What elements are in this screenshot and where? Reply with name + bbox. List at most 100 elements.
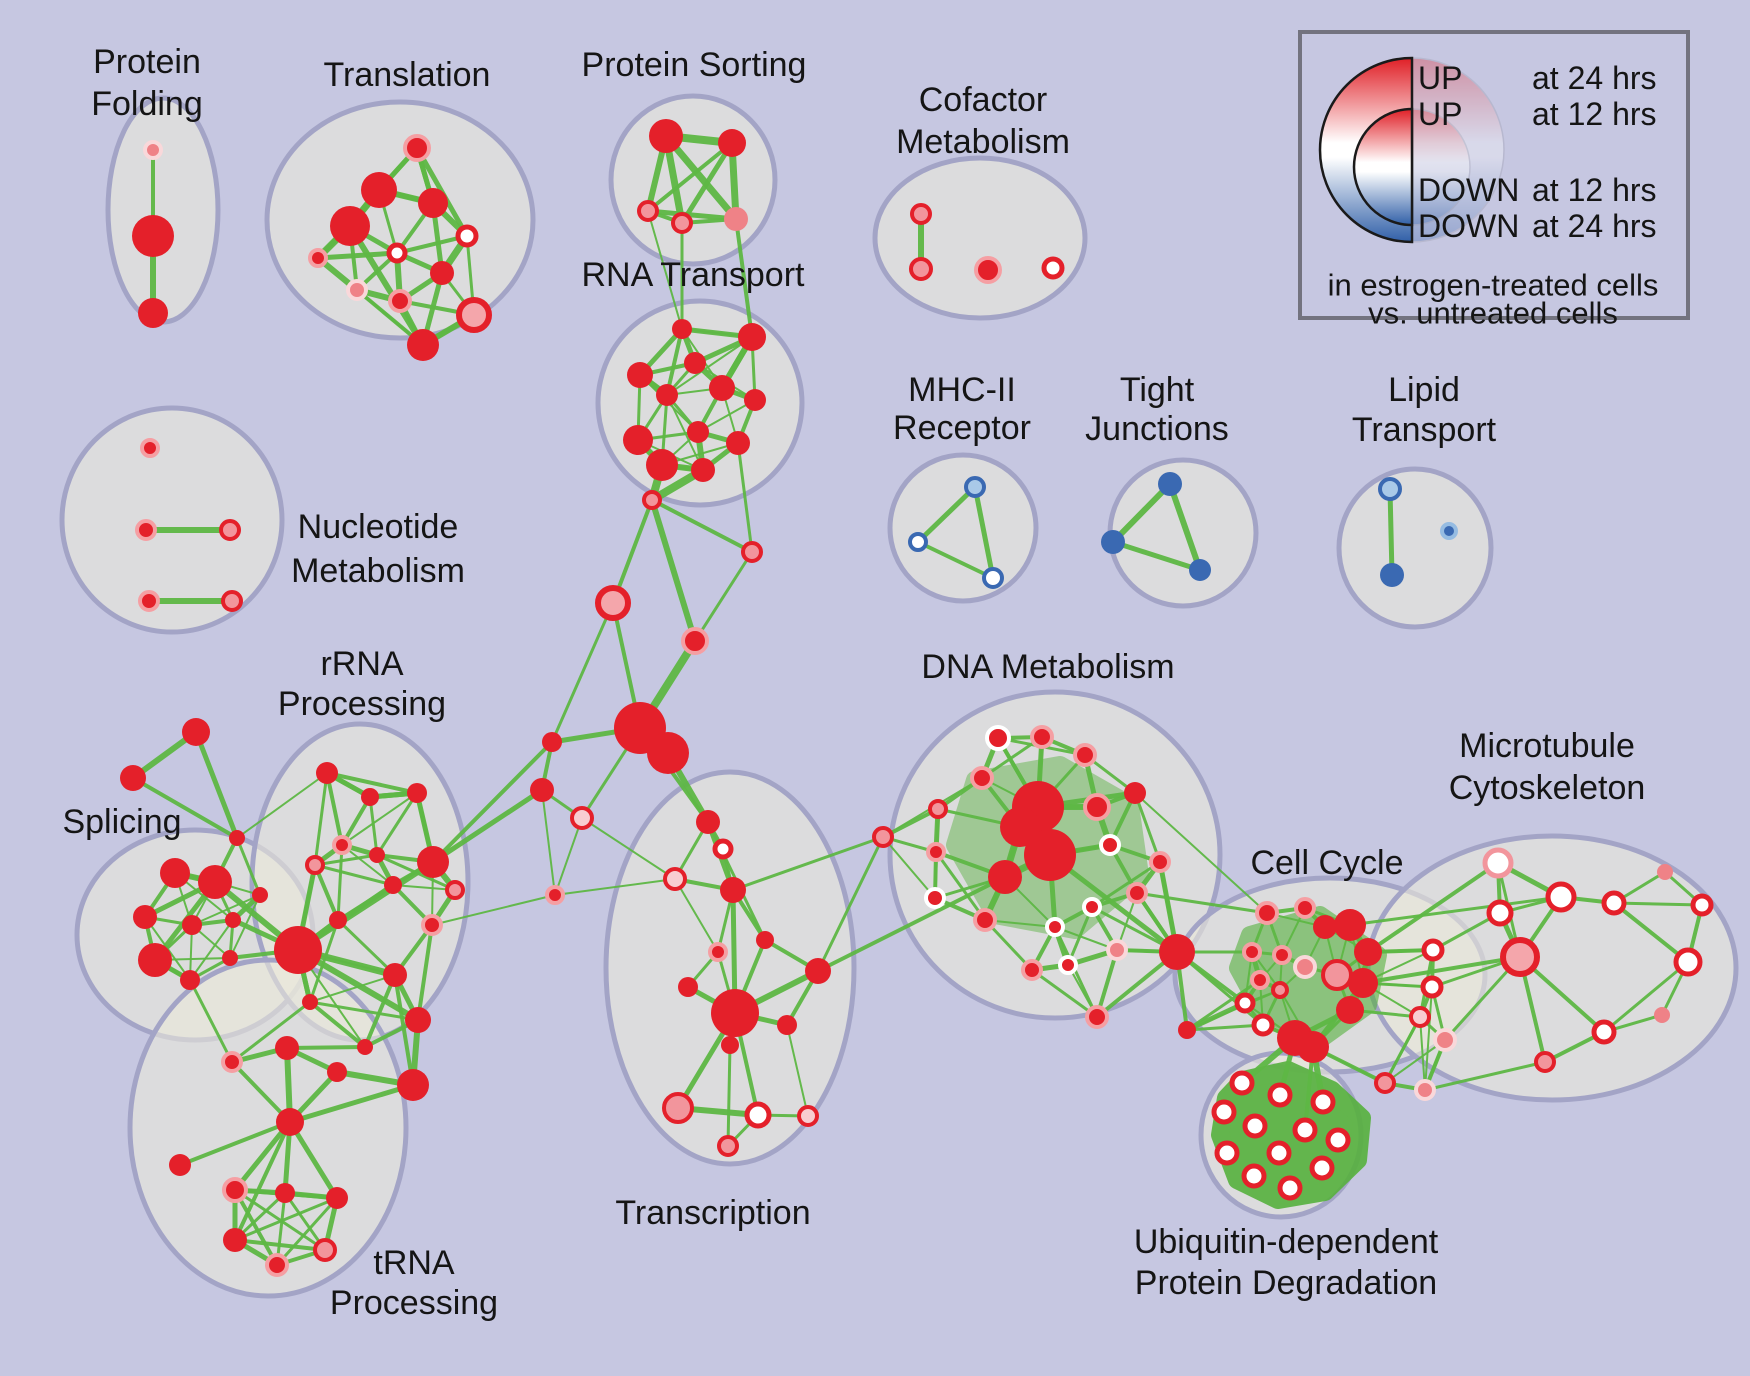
cluster-label-trna-line2: Processing (330, 1284, 498, 1322)
network-edge (313, 771, 329, 867)
node-protein_sorting-1 (718, 129, 746, 157)
node-cofactor-1 (909, 257, 933, 281)
node-dna-5 (926, 842, 946, 862)
node-dna-19 (1106, 939, 1128, 961)
node-mhc-0 (964, 476, 986, 498)
node-ubiquitin-11 (1277, 1175, 1303, 1201)
network-edge (554, 878, 676, 896)
node-cell_cycle-2 (1313, 915, 1337, 939)
network-edge (1383, 1015, 1422, 1085)
network-edge (726, 1043, 732, 1148)
node-dna-4 (928, 799, 948, 819)
network-edge (1133, 791, 1162, 864)
network-edge (232, 1119, 293, 1193)
node-cell_cycle-12 (1271, 981, 1289, 999)
network-edge (392, 884, 456, 891)
node-rna_transport-6 (744, 389, 766, 411)
cluster-label-ubiquitin-line1: Ubiquitin-dependent (1134, 1223, 1439, 1261)
node-dna-21 (1058, 955, 1078, 975)
node-rrna-15 (445, 880, 465, 900)
node-cell_cycle-11 (1250, 970, 1270, 990)
legend-time-3: at 24 hrs (1532, 208, 1657, 244)
node-translation-9 (456, 297, 492, 333)
network-edge (1612, 901, 1704, 907)
network-edge (315, 250, 400, 261)
cluster-label-cell_cycle: Cell Cycle (1250, 844, 1403, 882)
network-edge (693, 550, 754, 643)
node-dna-13 (1149, 851, 1171, 873)
node-translation-3 (418, 188, 448, 218)
node-trna-8 (326, 1187, 348, 1209)
node-microtubule-8 (1654, 1007, 1670, 1023)
node-protein_sorting-4 (724, 207, 748, 231)
network-edge (1185, 978, 1262, 1032)
node-rna_transport-5 (709, 375, 735, 401)
node-rna_transport-4 (656, 384, 678, 406)
node-backbone-9 (545, 885, 565, 905)
node-microtubule-4 (1601, 890, 1627, 916)
node-ubiquitin-0 (1229, 1070, 1255, 1096)
legend-caption-line2: vs. untreated cells (1368, 296, 1618, 331)
node-rrna-2 (407, 783, 427, 803)
node-rrna-0 (316, 762, 338, 784)
network-edge (230, 1000, 312, 1064)
node-backbone-3 (681, 627, 709, 655)
network-edge (1424, 986, 1433, 1091)
network-edge (645, 208, 739, 222)
node-backbone-1 (741, 541, 763, 563)
network-edge (393, 973, 415, 1087)
node-splicing-5 (138, 943, 172, 977)
node-microtubule-9 (1591, 1019, 1617, 1045)
node-cell_cycle-1 (1294, 897, 1316, 919)
node-cell_cycle-21 (1433, 1028, 1457, 1052)
network-edge (325, 771, 419, 795)
node-nucleotide-2 (219, 519, 241, 541)
node-translation-0 (361, 172, 397, 208)
network-edge (189, 919, 234, 981)
node-rna_transport-1 (738, 323, 766, 351)
network-edge (882, 836, 936, 899)
network-edge (395, 234, 469, 255)
node-translation-4 (455, 224, 479, 248)
network-edge (734, 217, 754, 339)
cluster-ellipse-protein_folding (105, 95, 221, 325)
node-rrna-6 (384, 876, 402, 894)
node-backbone-5 (647, 732, 689, 774)
node-tight-1 (1101, 530, 1125, 554)
legend-direction-0: UP (1418, 60, 1462, 96)
network-edge (1602, 960, 1690, 1034)
network-edge (233, 1196, 339, 1242)
node-dna-11 (1124, 782, 1146, 804)
node-cofactor-0 (910, 203, 932, 225)
node-nucleotide-3 (138, 590, 160, 612)
network-edge (650, 498, 754, 554)
node-conn-0 (872, 826, 894, 848)
node-dna-2 (1073, 743, 1097, 767)
cluster-label-rrna-line1: rRNA (320, 645, 403, 683)
network-edge (1110, 539, 1203, 573)
node-ubiquitin-7 (1214, 1140, 1240, 1166)
network-edge (1419, 1016, 1426, 1091)
node-trna-0 (221, 1051, 243, 1073)
network-edge (647, 210, 683, 330)
cluster-label-protein_folding-line1: Protein (93, 43, 201, 81)
node-cell_cycle-7 (1293, 955, 1317, 979)
cluster-ellipse-protein_sorting (608, 93, 778, 267)
node-splicing-6 (180, 970, 200, 990)
network-edge (646, 141, 734, 213)
node-rrna-9 (329, 911, 347, 929)
node-dna-9 (988, 860, 1022, 894)
node-rrna-14 (421, 914, 443, 936)
network-edge (368, 795, 379, 857)
network-edge (1047, 852, 1180, 955)
node-nucleotide-0 (140, 438, 160, 458)
cluster-ellipse-trna (127, 957, 409, 1299)
node-cell_cycle-9 (1348, 968, 1378, 998)
node-cofactor-3 (1041, 256, 1065, 280)
node-dna-8 (1024, 829, 1076, 881)
node-splicing-4 (225, 912, 241, 928)
node-dna-12 (1099, 834, 1121, 856)
network-edge (430, 787, 545, 865)
network-edge (581, 817, 676, 880)
